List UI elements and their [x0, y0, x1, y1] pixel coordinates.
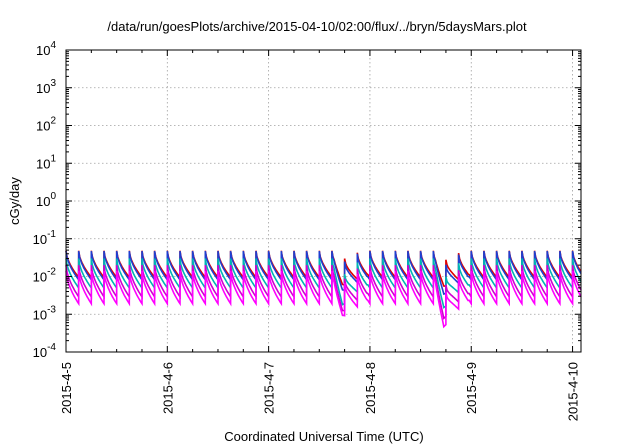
- series-line: [65, 258, 582, 309]
- y-tick-label: 102: [36, 116, 56, 134]
- y-tick-label: 10-1: [33, 229, 57, 247]
- y-tick-mantissa: 10: [36, 43, 50, 58]
- series-line: [65, 270, 582, 329]
- x-tick-label: 2015-4-5: [59, 362, 74, 414]
- series-group: [65, 250, 582, 329]
- y-tick-exponent: -2: [47, 267, 56, 278]
- y-tick-exponent: -3: [47, 304, 56, 315]
- y-tick-exponent: 0: [50, 191, 56, 202]
- grid: [66, 50, 581, 352]
- x-tick-label: 2015-4-7: [262, 362, 277, 414]
- x-tick-label: 2015-4-6: [160, 362, 175, 414]
- y-tick-exponent: -4: [47, 342, 56, 353]
- y-tick-label: 10-2: [33, 267, 57, 285]
- y-tick-mantissa: 10: [36, 119, 50, 134]
- y-tick-mantissa: 10: [36, 156, 50, 171]
- y-tick-label: 101: [36, 153, 56, 171]
- x-tick-label: 2015-4-8: [363, 362, 378, 414]
- y-tick-exponent: 2: [50, 116, 56, 127]
- y-tick-mantissa: 10: [33, 345, 47, 360]
- x-tick-label: 2015-4-9: [464, 362, 479, 414]
- y-tick-mantissa: 10: [36, 81, 50, 96]
- x-tick-label: 2015-4-10: [566, 362, 581, 421]
- y-axis-label: cGy/day: [7, 177, 22, 225]
- y-tick-label: 103: [36, 78, 56, 96]
- x-axis-label: Coordinated Universal Time (UTC): [224, 429, 423, 444]
- series-line: [65, 264, 582, 320]
- y-tick-label: 10-4: [33, 342, 57, 360]
- y-tick-exponent: 4: [50, 40, 56, 51]
- x-axis: 2015-4-5 2015-4-6 2015-4-7 2015-4-8 2015-4-9…: [59, 50, 581, 421]
- series-line: [65, 250, 582, 295]
- y-tick-exponent: 1: [50, 153, 56, 164]
- y-tick-mantissa: 10: [33, 270, 47, 285]
- y-tick-label: 100: [36, 191, 56, 209]
- y-tick-mantissa: 10: [33, 307, 47, 322]
- y-tick-label: 10-3: [33, 304, 57, 322]
- y-tick-exponent: 3: [50, 78, 56, 89]
- y-tick-mantissa: 10: [36, 194, 50, 209]
- chart-title: /data/run/goesPlots/archive/2015-04-10/0…: [107, 19, 527, 34]
- y-tick-label: 104: [36, 40, 56, 58]
- y-tick-mantissa: 10: [33, 232, 47, 247]
- y-tick-exponent: -1: [47, 229, 56, 240]
